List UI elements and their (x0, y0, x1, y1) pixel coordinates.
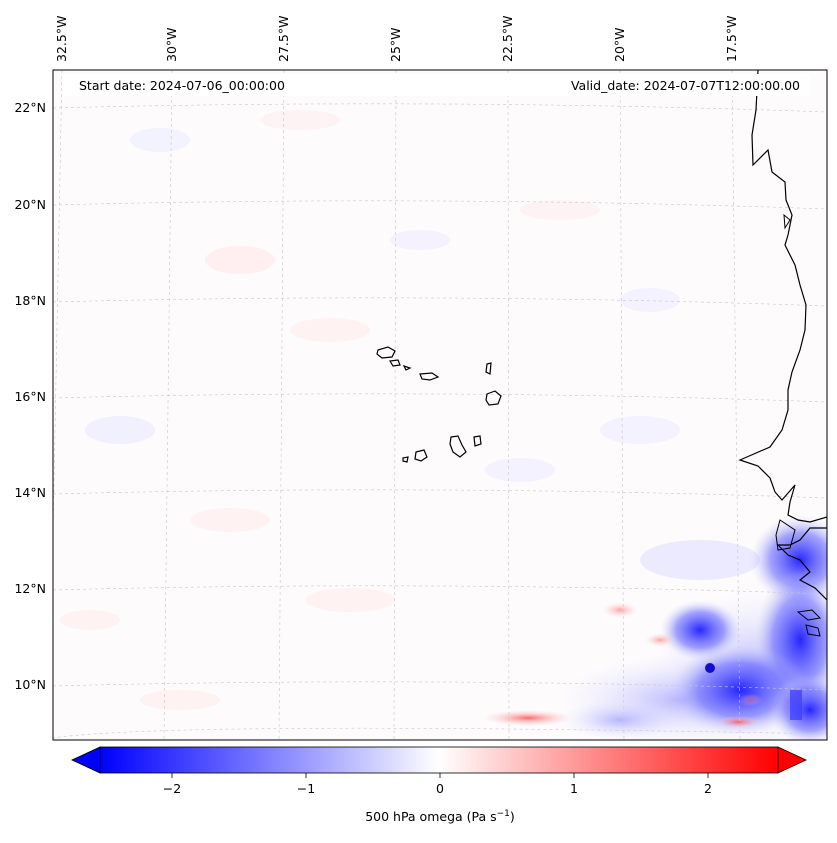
start-date-label: Start date: 2024-07-06_00:00:00 (79, 78, 285, 93)
colorbar-title-main: 500 hPa omega (Pa s (365, 809, 496, 824)
lon-label-27-5w: 27.5°W (276, 16, 291, 62)
lat-label-14n: 14°N (14, 485, 46, 500)
map-area: Start date: 2024-07-06_00:00:00 Valid_da… (14, 16, 828, 741)
lat-label-10n: 10°N (14, 677, 46, 692)
map-border (52, 69, 828, 741)
lat-label-22n: 22°N (14, 100, 46, 115)
colorbar-tick-1: 1 (570, 781, 578, 796)
lon-label-20w: 20°W (612, 27, 627, 62)
lat-label-20n: 20°N (14, 197, 46, 212)
colorbar-left-extend (71, 746, 101, 774)
latitude-labels: 22°N 20°N 18°N 16°N 14°N 12°N 10°N (14, 100, 46, 692)
colorbar-tick-2: 2 (704, 781, 712, 796)
lat-label-16n: 16°N (14, 389, 46, 404)
lat-label-12n: 12°N (14, 581, 46, 596)
lon-label-22-5w: 22.5°W (500, 16, 515, 62)
graticule (53, 70, 827, 740)
cape-verde-islands (376, 346, 502, 463)
colorbar-gradient (99, 746, 779, 774)
colorbar-title: 500 hPa omega (Pa s−1) (365, 809, 515, 824)
colorbar-title-superscript: −1 (497, 809, 510, 819)
colorbar-tick-minus1: −1 (297, 781, 315, 796)
valid-date-label: Valid_date: 2024-07-07T12:00:00.00 (571, 78, 800, 93)
longitude-labels: 32.5°W 30°W 27.5°W 25°W 22.5°W 20°W 17.5… (54, 16, 739, 62)
lat-label-18n: 18°N (14, 293, 46, 308)
omega-field (53, 70, 827, 740)
colorbar-title-end: ) (510, 809, 515, 824)
african-coastline (738, 70, 827, 601)
lon-label-25w: 25°W (388, 27, 403, 62)
colorbar: −2 −1 0 1 2 500 hPa omega (Pa s−1) (71, 746, 807, 824)
lon-label-17-5w: 17.5°W (724, 16, 739, 62)
lon-label-30w: 30°W (164, 27, 179, 62)
colorbar-tick-0: 0 (436, 781, 444, 796)
date-banner (62, 74, 810, 96)
lon-label-32-5w: 32.5°W (54, 16, 69, 62)
colorbar-tick-minus2: −2 (163, 781, 181, 796)
colorbar-right-extend (777, 746, 807, 774)
